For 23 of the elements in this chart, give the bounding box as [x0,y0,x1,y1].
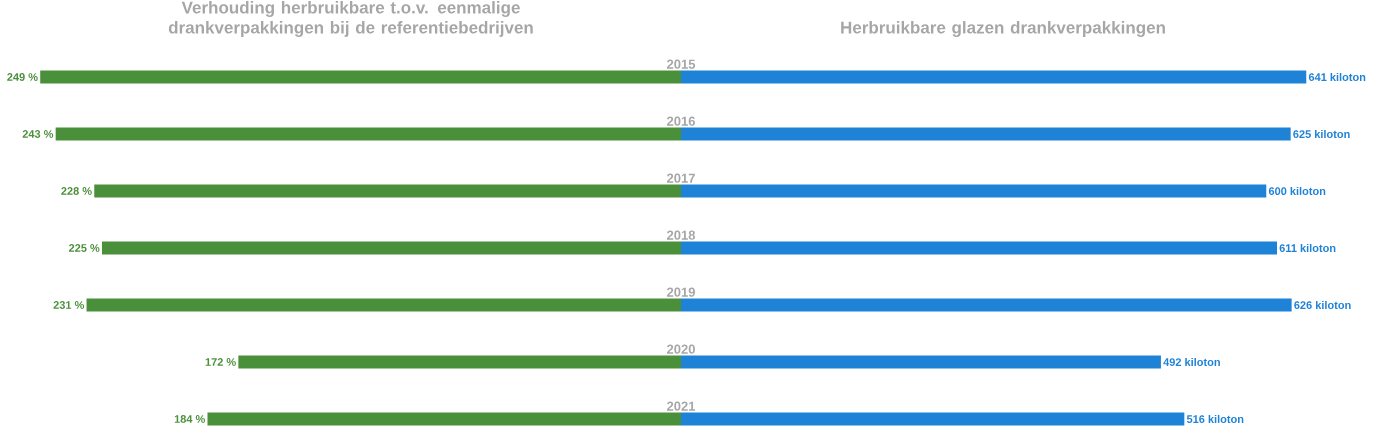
y-tick-label: 2020 [666,344,695,354]
data-label: 225 % [68,244,100,252]
data-label: 184 % [174,415,205,423]
data-label: 516 kiloton [1186,414,1244,424]
chart-title: Verhouding herbruikbare t.o.v. eenmalige drankverpakkingen bij de referentiebedrijven [168,1,533,38]
y-tick-label: 2018 [666,230,696,240]
y-tick-label: 2017 [666,173,695,183]
data-label: 228 % [61,187,92,195]
data-label: 492 kiloton [1163,357,1220,367]
data-label: 600 kiloton [1268,186,1326,196]
y-tick-label: 2019 [666,287,695,297]
data-label: 249 % [7,73,38,81]
data-label: 243 % [22,130,54,138]
data-label: 641 kiloton [1308,72,1366,82]
y-tick-label: 2015 [666,59,696,69]
data-label: 626 kiloton [1294,300,1351,310]
y-tick-label: 2021 [666,401,696,411]
y-tick-label: 2016 [666,116,695,126]
data-label: 231 % [53,301,85,309]
data-label: 611 kiloton [1279,243,1336,253]
chart-title: Herbruikbare glazen drankverpakkingen [841,21,1165,38]
data-label: 625 kiloton [1293,129,1350,139]
data-label: 172 % [205,358,236,366]
